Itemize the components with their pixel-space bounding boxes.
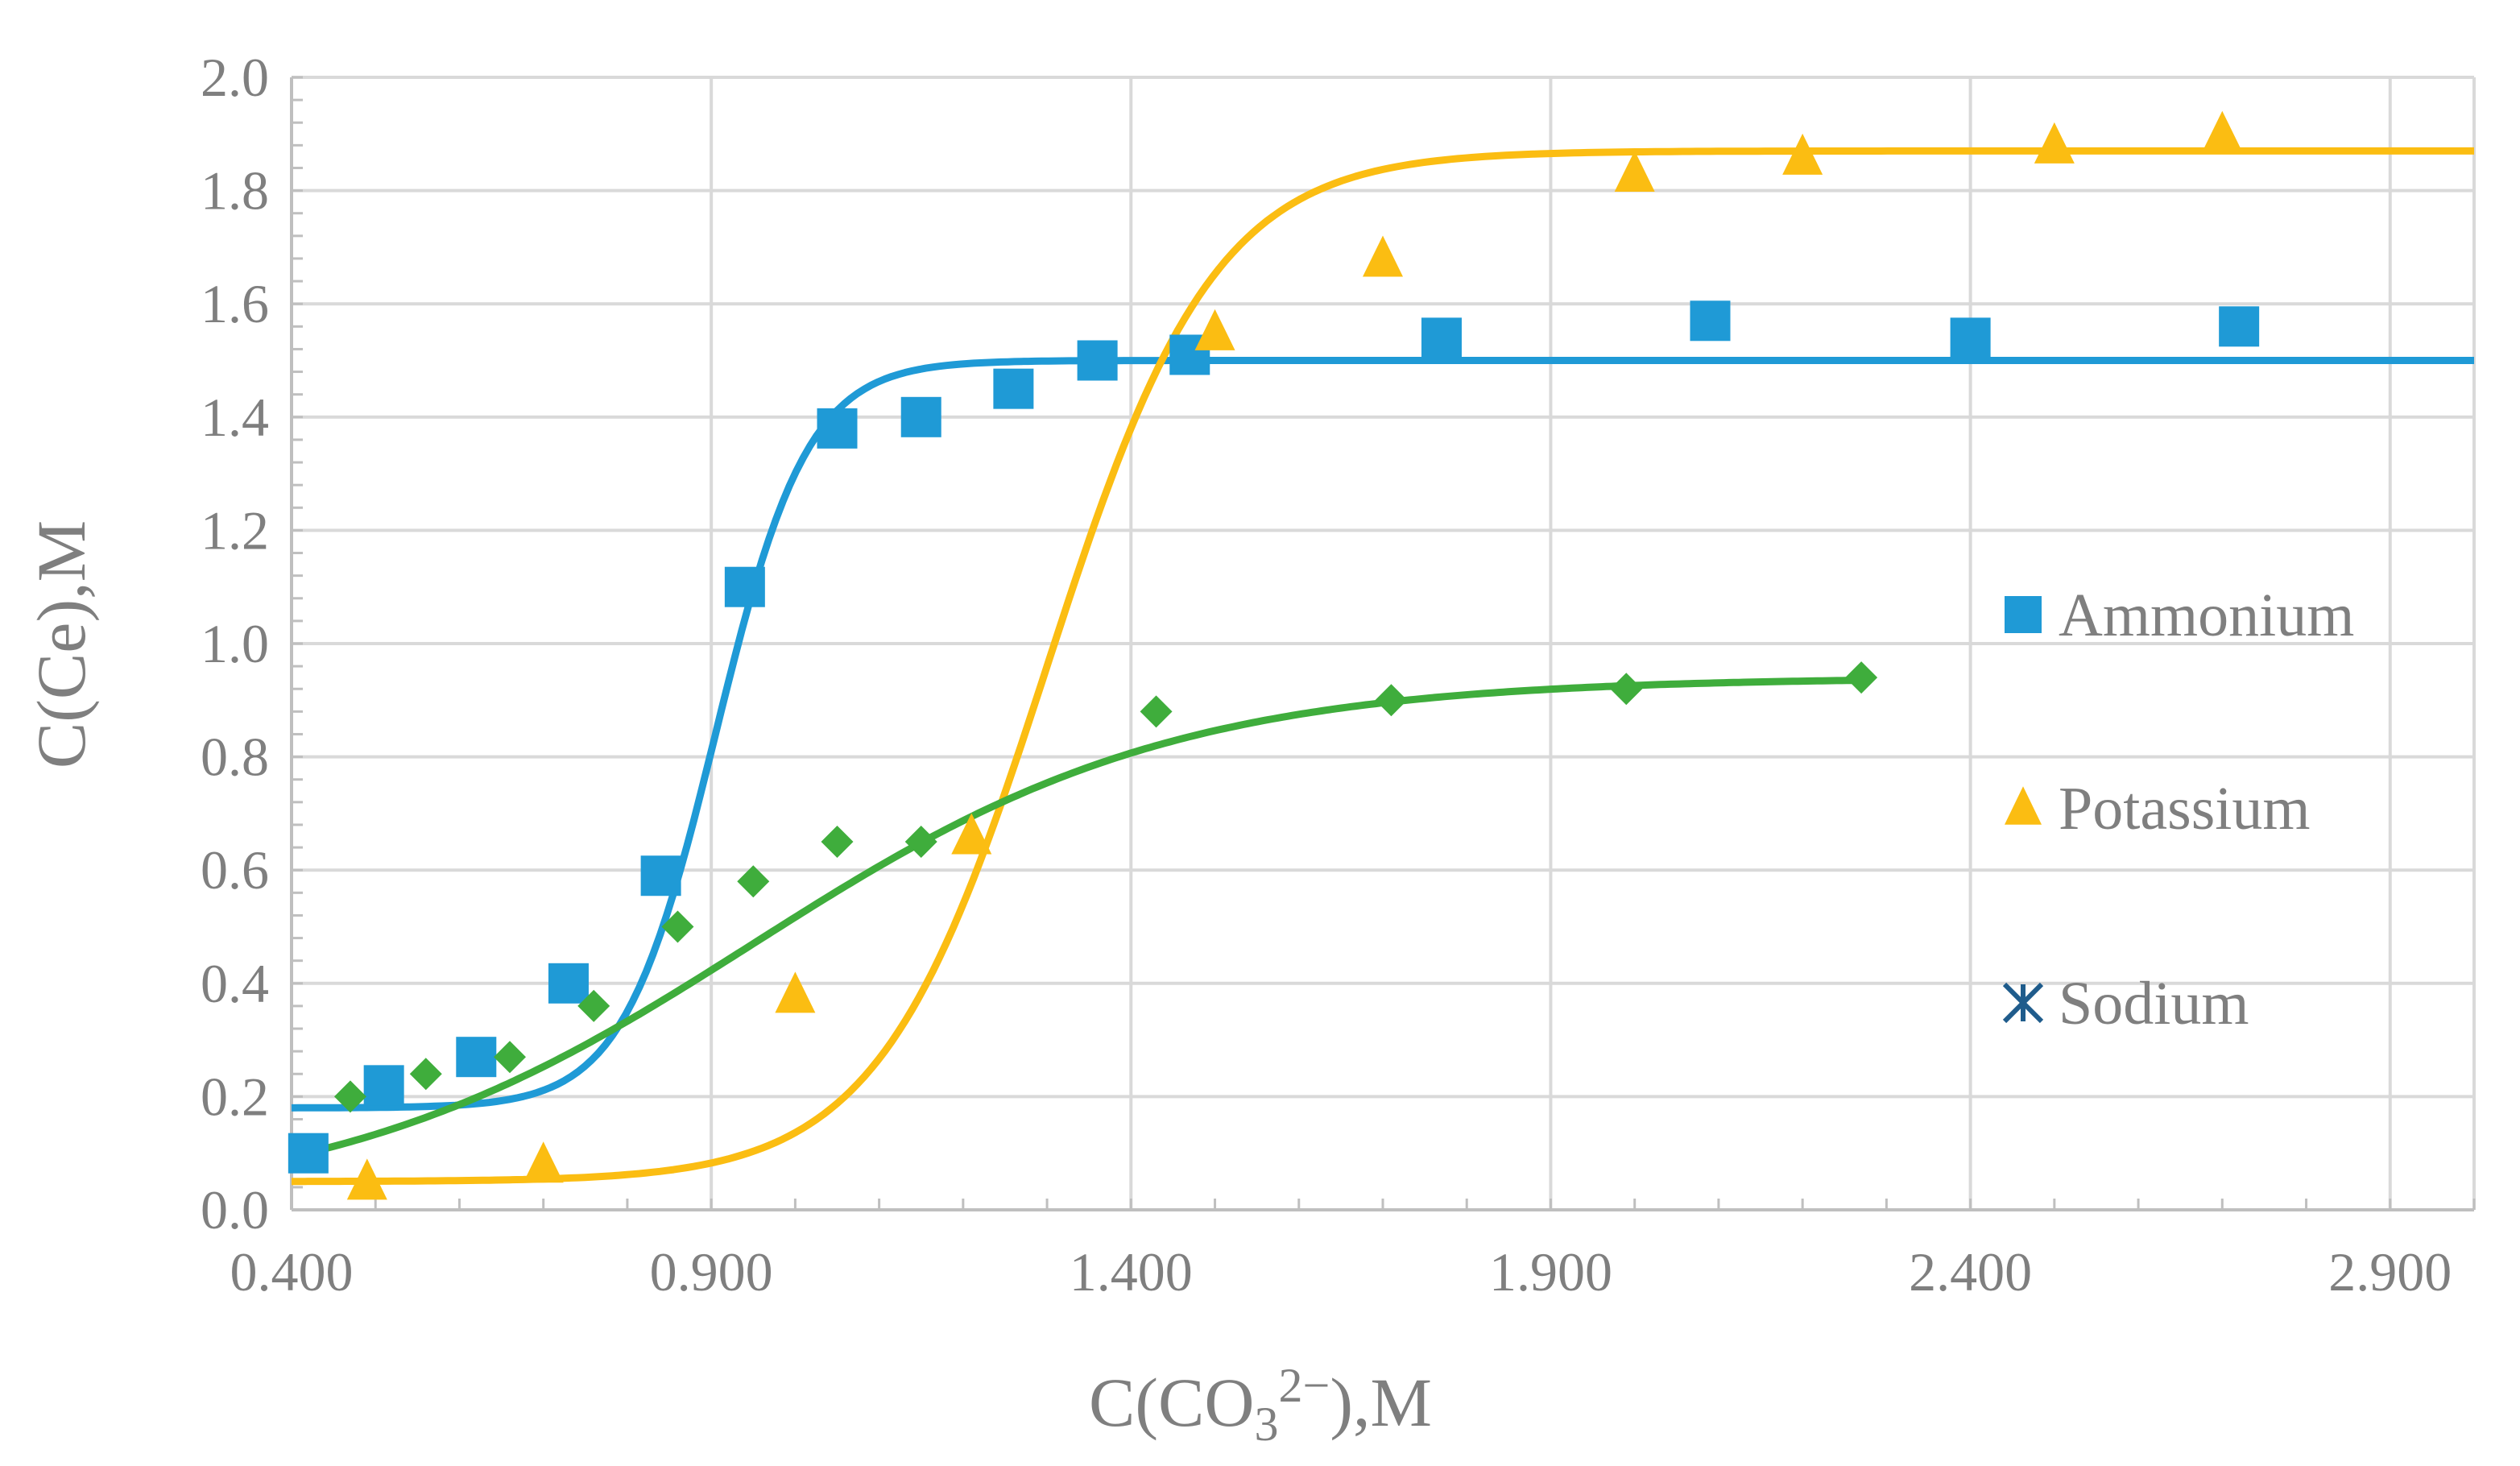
ammonium-point — [724, 566, 765, 607]
potassium-point — [1614, 151, 1655, 193]
sodium-point — [1845, 661, 1878, 694]
y-tick-label: 0.2 — [201, 1066, 269, 1127]
sodium-point — [737, 865, 770, 898]
ammonium-point — [1077, 340, 1118, 381]
ammonium-fit-line — [291, 357, 2474, 1112]
ammonium-point — [1950, 317, 1991, 358]
potassium-fit-line — [292, 147, 2474, 1186]
legend: Ammonium Potassium Sodium — [2002, 582, 2354, 1037]
legend-label: Sodium — [2059, 970, 2249, 1037]
y-axis-title: C(Ce),M — [23, 520, 100, 768]
sodium-point — [494, 1041, 526, 1074]
y-tick-label: 0.6 — [201, 839, 269, 901]
legend-marker-potassium — [2005, 786, 2042, 825]
x-tick-label: 2.400 — [1909, 1241, 2032, 1302]
y-tick-label: 1.8 — [201, 160, 269, 222]
ammonium-point — [993, 368, 1034, 409]
potassium-point — [2202, 110, 2243, 152]
fit-curves — [290, 147, 2474, 1186]
x-axis-title: C(CO32−),M — [1089, 1359, 1432, 1451]
y-tick-label: 0.8 — [201, 727, 269, 788]
potassium-point — [1363, 235, 1403, 277]
sodium-point — [661, 910, 694, 943]
potassium-point — [1194, 309, 1235, 350]
y-tick-label: 2.0 — [201, 47, 269, 108]
y-tick-label: 1.0 — [201, 613, 269, 674]
y-tick-label: 1.6 — [201, 273, 269, 334]
minor-ticks — [290, 76, 2476, 1211]
sodium-point — [1375, 684, 1408, 717]
potassium-point — [2034, 122, 2075, 164]
sodium-point — [1140, 695, 1173, 728]
legend-item-ammonium: Ammonium — [2005, 582, 2354, 649]
x-tick-label: 0.900 — [650, 1241, 773, 1302]
axes — [290, 77, 2474, 1211]
ammonium-point — [817, 408, 858, 449]
ammonium-point — [2219, 306, 2260, 347]
y-tick-label: 0.4 — [201, 953, 269, 1014]
sodium-point — [1610, 673, 1643, 706]
sodium-fit-line — [290, 677, 1862, 1161]
legend-label: Potassium — [2059, 775, 2311, 843]
x-tick-label: 2.900 — [2328, 1241, 2452, 1302]
potassium-point — [1782, 133, 1823, 175]
ammonium-point — [548, 963, 589, 1004]
legend-item-potassium: Potassium — [2005, 775, 2311, 843]
ammonium-point — [900, 396, 941, 437]
x-tick-label: 0.400 — [230, 1241, 354, 1302]
legend-label: Ammonium — [2059, 582, 2354, 649]
sodium-point — [904, 826, 937, 859]
y-tick-label: 1.2 — [201, 499, 269, 561]
x-tick-label: 1.400 — [1070, 1241, 1193, 1302]
x-tick-labels: 0.400 0.900 1.400 1.900 2.400 2.900 — [230, 1241, 2452, 1302]
x-tick-label: 1.900 — [1489, 1241, 1612, 1302]
y-tick-label: 1.4 — [201, 387, 269, 448]
sodium-point — [333, 1080, 366, 1113]
ammonium-point — [456, 1037, 497, 1078]
ammonium-point — [1690, 300, 1731, 342]
ammonium-point — [363, 1065, 404, 1106]
potassium-point — [951, 813, 992, 855]
legend-item-sodium: Sodium — [2002, 970, 2249, 1037]
legend-marker-ammonium — [2005, 596, 2042, 633]
sodium-point — [821, 826, 854, 859]
sodium-point — [409, 1058, 442, 1091]
y-tick-label: 0.0 — [201, 1179, 269, 1240]
potassium-point — [775, 971, 816, 1013]
data-markers — [288, 110, 2260, 1200]
sodium-point — [577, 989, 610, 1022]
ammonium-point — [640, 855, 681, 897]
ammonium-point — [288, 1133, 329, 1174]
potassium-point — [346, 1158, 387, 1200]
ammonium-point — [1421, 317, 1462, 358]
y-tick-labels: 0.0 0.2 0.4 0.6 0.8 1.0 1.2 1.4 1.6 1.8 2.0 — [201, 47, 269, 1240]
potassium-point — [523, 1141, 564, 1183]
legend-marker-sodium — [2002, 982, 2044, 1024]
